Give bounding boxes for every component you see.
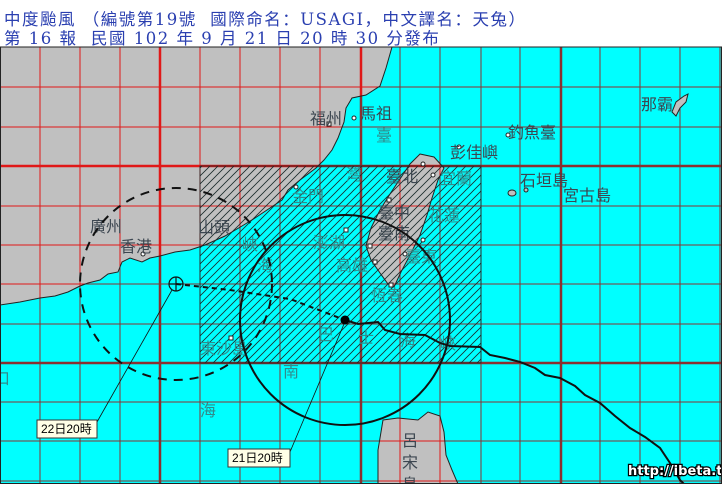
place-label: 釣魚臺 [508, 123, 556, 142]
place-label: 香港 [120, 237, 152, 256]
current-storm-radius [239, 214, 451, 426]
place-label: 峽 [242, 235, 258, 254]
place-label: 恆春 [371, 286, 403, 305]
place-label: 花蓮 [428, 206, 460, 225]
place-label: 巴 [318, 325, 334, 344]
forecast-storm-radius [79, 187, 273, 381]
place-label: 金門 [292, 187, 324, 206]
place-label: 馬祖 [360, 104, 392, 123]
place-label: 臺中 [378, 203, 410, 222]
place-label: 宮古島 [563, 186, 611, 205]
typhoon-forecast-symbol [168, 276, 184, 292]
forecast-leader-line [96, 289, 173, 423]
place-label: 彭佳嶼 [450, 143, 498, 162]
place-label: 臺東 [405, 247, 437, 266]
place-label: 東沙島 [200, 339, 248, 358]
svg-text:22日20時: 22日20時 [41, 422, 92, 436]
city-markers [140, 115, 436, 341]
place-label: 澎湖 [313, 233, 345, 252]
place-label: 福州 [310, 109, 342, 128]
place-label: 宋 [402, 453, 418, 472]
place-label: 山頭 [198, 218, 230, 237]
watermark: http://ibeta.tw [628, 464, 722, 479]
bulletin-issue-time: 第 16 報 民國 102 年 9 月 21 日 20 時 30 分發布 [4, 29, 441, 48]
place-label: 廣州 [90, 217, 122, 236]
place-label: 那霸 [641, 95, 673, 114]
place-label: 臺 [376, 126, 392, 145]
place-label: 石垣島 [520, 171, 568, 190]
place-label: 呂 [402, 431, 418, 450]
forecast-time-label: 22日20時 [36, 419, 98, 439]
place-label: 灣 [346, 165, 362, 184]
place-label: 島 [402, 475, 418, 484]
okinawa [671, 93, 689, 117]
current-position-marker [340, 315, 350, 325]
place-label: 宜蘭 [440, 169, 472, 188]
place-label: 高雄 [336, 256, 368, 275]
luzon [377, 411, 459, 484]
svg-text:21日20時: 21日20時 [232, 451, 283, 465]
place-label: 口 [0, 369, 10, 388]
place-label: 臺北 [386, 167, 418, 186]
current-time-label: 21日20時 [227, 448, 291, 468]
current-leader-line [289, 323, 345, 453]
place-label: 臺南 [378, 224, 410, 243]
place-label: 南 [283, 362, 299, 381]
bulletin-title: 中度颱風 （編號第19號 國際命名：USAGI，中文譯名：天兔） [4, 10, 527, 29]
place-label: 海 [400, 331, 416, 350]
forecast-track [175, 283, 346, 321]
past-track [344, 319, 686, 484]
place-label: 士 [358, 328, 374, 347]
place-label: 海 [200, 401, 216, 420]
